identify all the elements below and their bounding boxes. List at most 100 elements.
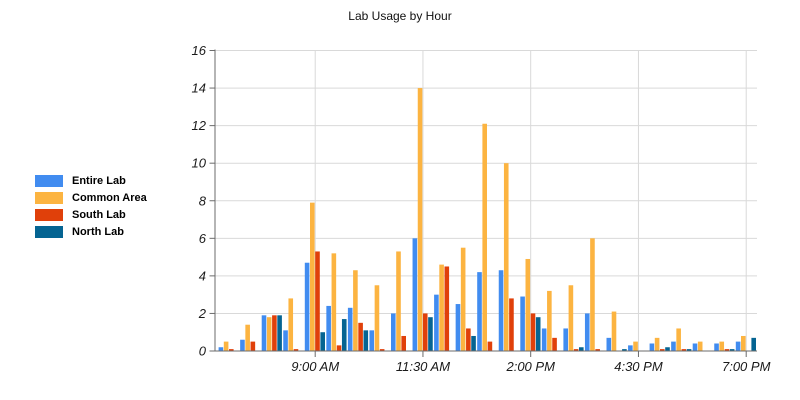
x-tick-label: 9:00 AM: [291, 359, 339, 374]
bar-north-lab: [622, 349, 627, 351]
legend-item: Entire Lab: [35, 172, 147, 189]
bar-south-lab: [401, 335, 406, 351]
bar-south-lab: [336, 345, 342, 351]
bar-north-lab: [471, 335, 476, 351]
bar-entire-lab: [692, 343, 698, 351]
bar-common-area: [396, 251, 401, 351]
bar-common-area: [310, 202, 315, 351]
bar-north-lab: [535, 317, 541, 351]
bar-common-area: [611, 311, 617, 351]
bar-common-area: [654, 337, 660, 351]
legend-item: Common Area: [35, 189, 147, 206]
bar-common-area: [676, 328, 681, 351]
bar-entire-lab: [240, 339, 245, 351]
bar-entire-lab: [671, 341, 676, 351]
legend-label: Common Area: [72, 191, 147, 204]
bar-common-area: [374, 285, 380, 351]
bar-common-area: [633, 341, 638, 351]
bar-south-lab: [293, 349, 299, 351]
bar-north-lab: [277, 315, 282, 351]
bar-common-area: [503, 163, 509, 351]
bar-entire-lab: [304, 262, 310, 351]
bar-common-area: [460, 247, 466, 351]
bar-entire-lab: [283, 330, 288, 351]
bar-common-area: [353, 270, 358, 351]
y-tick-label: 2: [198, 306, 207, 321]
bar-south-lab: [487, 341, 493, 351]
bar-common-area: [719, 341, 725, 351]
y-tick-label: 14: [192, 81, 206, 96]
bar-north-lab: [320, 332, 325, 351]
legend-swatch: [35, 208, 63, 221]
y-tick-label: 16: [192, 43, 207, 58]
chart-title: Lab Usage by Hour: [348, 9, 452, 23]
bar-common-area: [331, 253, 337, 351]
bar-common-area: [439, 264, 444, 351]
bar-north-lab: [428, 317, 433, 351]
bar-south-lab: [573, 349, 579, 351]
legend-label: North Lab: [72, 225, 124, 238]
legend-swatch: [35, 225, 63, 238]
bar-entire-lab: [434, 294, 439, 351]
bar-entire-lab: [628, 345, 633, 351]
legend-item: North Lab: [35, 223, 147, 240]
legend-label: Entire Lab: [72, 174, 126, 187]
bar-entire-lab: [520, 296, 525, 351]
bar-common-area: [417, 88, 423, 351]
bar-entire-lab: [498, 270, 504, 351]
x-tick-label: 7:00 PM: [722, 359, 771, 374]
bar-common-area: [266, 317, 272, 351]
y-tick-label: 4: [199, 268, 206, 283]
bar-entire-lab: [477, 272, 482, 351]
bar-south-lab: [358, 322, 363, 351]
bar-north-lab: [341, 319, 347, 351]
y-tick-label: 10: [192, 156, 207, 171]
bar-south-lab: [422, 313, 428, 351]
bar-south-lab: [724, 349, 730, 351]
bar-entire-lab: [714, 343, 719, 351]
bar-entire-lab: [606, 337, 612, 351]
bar-common-area: [245, 324, 250, 351]
bar-common-area: [590, 238, 595, 351]
bar-south-lab: [552, 337, 557, 351]
x-tick-label: 2:00 PM: [505, 359, 555, 374]
bar-entire-lab: [326, 305, 331, 351]
legend-item: South Lab: [35, 206, 147, 223]
bar-south-lab: [681, 349, 687, 351]
bar-entire-lab: [369, 330, 375, 351]
y-tick-label: 12: [192, 118, 207, 133]
bar-entire-lab: [391, 313, 396, 351]
bar-north-lab: [686, 349, 692, 351]
bar-common-area: [568, 285, 574, 351]
chart-legend: Entire Lab Common Area South Lab North Lab: [35, 172, 147, 240]
legend-swatch: [35, 174, 63, 187]
bar-common-area: [697, 341, 703, 351]
bar-entire-lab: [261, 315, 267, 351]
bar-north-lab: [363, 330, 369, 351]
bar-entire-lab: [412, 238, 418, 351]
legend-swatch: [35, 191, 63, 204]
bar-south-lab: [250, 341, 256, 351]
bar-south-lab: [660, 349, 665, 351]
bar-south-lab: [466, 328, 471, 351]
y-tick-label: 8: [199, 193, 207, 208]
bar-north-lab: [579, 347, 584, 351]
bar-north-lab: [729, 349, 735, 351]
legend-label: South Lab: [72, 208, 126, 221]
bar-south-lab: [509, 298, 514, 351]
y-tick-label: 6: [199, 231, 207, 246]
bar-south-lab: [315, 251, 320, 351]
bar-common-area: [223, 341, 229, 351]
bar-south-lab: [229, 349, 234, 351]
bar-common-area: [741, 335, 746, 351]
bar-common-area: [482, 123, 487, 351]
bar-north-lab: [751, 337, 756, 351]
bar-entire-lab: [347, 307, 353, 351]
bar-entire-lab: [584, 313, 590, 351]
bar-south-lab: [272, 315, 277, 351]
bar-entire-lab: [649, 343, 655, 351]
bar-south-lab: [595, 349, 600, 351]
bar-north-lab: [665, 347, 670, 351]
